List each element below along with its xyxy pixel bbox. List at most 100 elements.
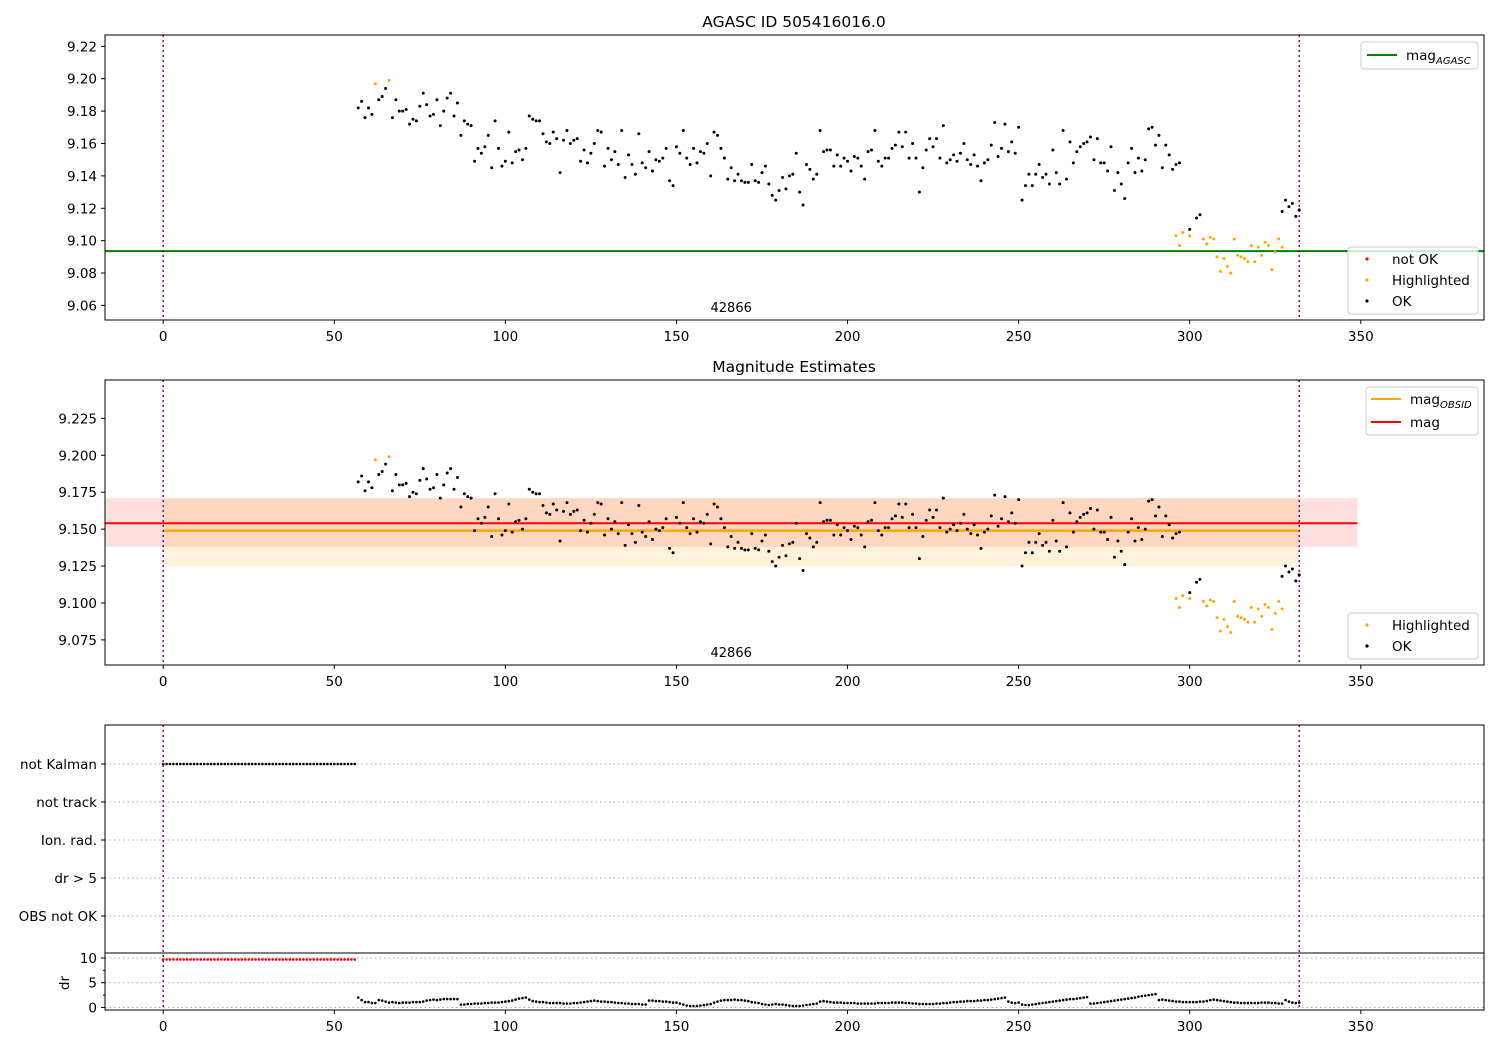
dr-point	[904, 1001, 908, 1005]
ok-point	[1188, 227, 1192, 231]
not-kalman-point	[264, 762, 268, 766]
dr-over-limit-point	[336, 958, 339, 961]
dr-point	[1085, 995, 1089, 999]
ok-point	[1133, 171, 1137, 175]
ok-point	[1195, 580, 1199, 584]
dr-point	[387, 1001, 391, 1004]
not-kalman-point	[243, 762, 247, 766]
ok-point	[616, 163, 620, 167]
ok-point	[1136, 526, 1140, 530]
ok-point	[866, 150, 870, 154]
ok-point	[363, 489, 367, 493]
not-kalman-point	[298, 762, 302, 766]
ok-point	[657, 159, 661, 163]
y-tick-label: 9.14	[67, 169, 97, 185]
not-kalman-point	[202, 762, 206, 766]
dr-point	[900, 1001, 904, 1004]
dr-over-limit-point	[322, 958, 326, 961]
ok-point	[514, 520, 518, 524]
not-kalman-point	[305, 762, 309, 766]
ok-point	[384, 462, 388, 466]
ok-point	[828, 148, 832, 152]
ok-point	[579, 529, 583, 533]
ok-point	[695, 161, 699, 165]
highlighted-point	[1201, 237, 1205, 241]
dr-point	[551, 1001, 555, 1005]
dr-point	[517, 997, 521, 1000]
dr-point	[534, 1000, 538, 1003]
ok-point	[596, 501, 600, 505]
ok-point	[1140, 537, 1144, 541]
not-kalman-point	[350, 762, 353, 766]
ok-point	[654, 527, 658, 531]
ok-point	[1082, 141, 1086, 145]
ok-point	[900, 515, 904, 519]
ok-point	[873, 501, 877, 505]
dr-point	[842, 1001, 846, 1005]
dr-point	[432, 998, 435, 1001]
dr-tick-label: 10	[80, 951, 97, 967]
ok-point	[1177, 530, 1181, 534]
highlighted-point	[1208, 235, 1212, 239]
ok-point	[394, 98, 398, 102]
ok-point	[1085, 140, 1089, 144]
ok-point	[1171, 167, 1175, 171]
ok-point	[1030, 551, 1034, 555]
highlighted-point	[1256, 607, 1260, 611]
ok-point	[462, 119, 466, 123]
x-tick-label: 300	[1177, 674, 1203, 690]
dr-point	[931, 1002, 935, 1006]
dr-point	[524, 996, 528, 999]
ok-point	[1003, 495, 1007, 499]
ok-point	[476, 517, 480, 521]
dr-point	[1113, 999, 1116, 1002]
ok-point	[880, 533, 884, 537]
ok-point	[517, 148, 521, 152]
ok-point	[1099, 161, 1103, 165]
ok-point	[832, 533, 836, 537]
dr-point	[873, 1002, 877, 1005]
dr-point	[401, 1001, 404, 1004]
not-kalman-point	[226, 762, 230, 766]
ok-point	[774, 564, 778, 568]
ok-point	[818, 129, 822, 133]
not-kalman-point	[295, 762, 298, 766]
dr-point	[1089, 1002, 1092, 1005]
dr-point	[1133, 996, 1137, 999]
ok-point	[996, 524, 1000, 528]
ok-point	[377, 473, 381, 477]
ok-point	[979, 179, 983, 183]
ok-point	[565, 501, 569, 505]
ok-point	[428, 114, 432, 118]
dr-point	[1150, 993, 1154, 996]
x-tick-label: 150	[664, 674, 690, 690]
highlighted-point	[1256, 245, 1260, 249]
ok-point	[863, 545, 867, 549]
dr-point	[1106, 1000, 1109, 1003]
not-kalman-point	[319, 762, 322, 766]
ok-point	[815, 172, 819, 176]
ok-point	[1147, 499, 1151, 503]
ok-point	[852, 524, 856, 528]
x-tick-label: 300	[1177, 329, 1203, 345]
dr-point	[545, 1001, 548, 1004]
not-kalman-point	[302, 762, 305, 766]
dr-point	[1054, 999, 1058, 1003]
ok-point	[531, 490, 535, 494]
dr-point	[935, 1002, 938, 1005]
ok-point	[1071, 161, 1075, 165]
ok-point	[787, 542, 791, 546]
highlighted-point	[1249, 244, 1253, 248]
ok-point	[736, 172, 740, 176]
ok-point	[411, 117, 415, 121]
dr-point	[360, 998, 363, 1002]
ok-point	[551, 130, 555, 134]
ok-point	[839, 164, 843, 168]
x-tick-label: 350	[1348, 329, 1374, 345]
ok-point	[657, 529, 661, 533]
not-kalman-point	[230, 762, 233, 766]
ok-point	[702, 151, 706, 155]
dr-over-limit-point	[288, 958, 292, 961]
ok-point	[548, 512, 552, 516]
